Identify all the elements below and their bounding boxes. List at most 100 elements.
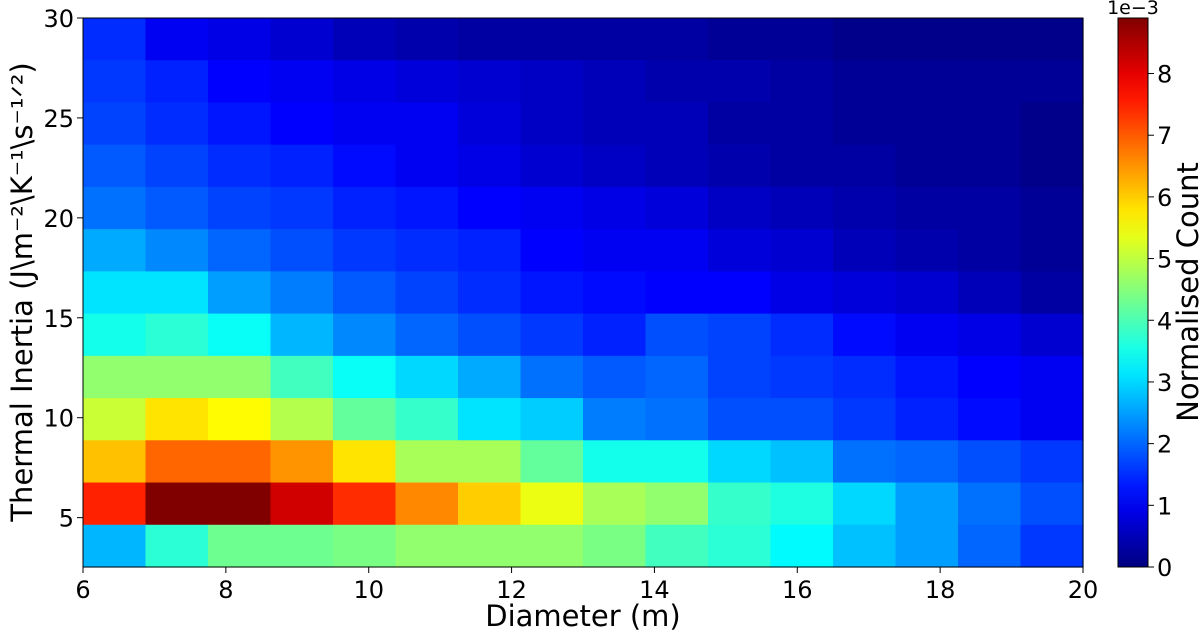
- heatmap-cell: [583, 482, 647, 526]
- heatmap-cell: [895, 355, 959, 399]
- heatmap-cell: [145, 186, 209, 230]
- heatmap-cell: [1020, 482, 1084, 526]
- heatmap-cell: [83, 186, 147, 230]
- y-tick-label: 5: [59, 505, 74, 533]
- heatmap-cell: [583, 398, 647, 441]
- heatmap-cell: [333, 482, 397, 526]
- heatmap-cell: [333, 271, 397, 315]
- heatmap-cell: [333, 102, 397, 146]
- heatmap-cell: [958, 482, 1022, 526]
- heatmap-cell: [83, 398, 147, 441]
- x-tick-label: 18: [925, 576, 956, 604]
- heatmap-cell: [645, 60, 709, 104]
- heatmap-cell: [333, 18, 397, 61]
- heatmap-cell: [520, 186, 584, 230]
- heatmap-cell: [645, 186, 709, 230]
- heatmap-cell: [395, 524, 459, 568]
- heatmap-cell: [333, 60, 397, 104]
- colorbar-tick-label: 0: [1157, 554, 1172, 582]
- heatmap-cell: [895, 102, 959, 146]
- x-tick-label: 6: [75, 576, 90, 604]
- heatmap-cell: [645, 398, 709, 441]
- heatmap-cell: [583, 355, 647, 399]
- heatmap-cell: [1020, 355, 1084, 399]
- heatmap-cell: [520, 524, 584, 568]
- heatmap-cell: [833, 229, 897, 272]
- heatmap-cell: [270, 524, 334, 568]
- heatmap-cell: [645, 229, 709, 272]
- heatmap-cell: [208, 524, 272, 568]
- heatmap-cell: [458, 355, 522, 399]
- heatmap-cell: [83, 440, 147, 484]
- heatmap-cell: [645, 144, 709, 188]
- heatmap-cell: [208, 440, 272, 484]
- heatmap-cell: [958, 440, 1022, 484]
- heatmap-cell: [958, 60, 1022, 104]
- heatmap-cells: [83, 18, 1084, 568]
- heatmap-cell: [520, 440, 584, 484]
- y-tick-label: 20: [43, 205, 74, 233]
- heatmap-cell: [208, 271, 272, 315]
- x-tick-label: 12: [496, 576, 527, 604]
- heatmap-cell: [770, 102, 834, 146]
- heatmap-cell: [145, 271, 209, 315]
- heatmap-cell: [520, 398, 584, 441]
- heatmap-cell: [1020, 440, 1084, 484]
- heatmap-cell: [83, 271, 147, 315]
- heatmap-cell: [333, 144, 397, 188]
- heatmap-cell: [833, 482, 897, 526]
- heatmap-cell: [458, 60, 522, 104]
- heatmap-cell: [395, 482, 459, 526]
- heatmap-cell: [583, 60, 647, 104]
- heatmap-cell: [145, 313, 209, 357]
- heatmap-cell: [770, 355, 834, 399]
- heatmap-cell: [395, 313, 459, 357]
- heatmap-cell: [895, 144, 959, 188]
- heatmap-cell: [145, 398, 209, 441]
- heatmap-cell: [208, 18, 272, 61]
- y-tick-label: 25: [43, 105, 74, 133]
- heatmap-cell: [958, 398, 1022, 441]
- heatmap-cell: [645, 102, 709, 146]
- y-axis-ticks: 5 10 15 20 25 30: [43, 5, 83, 533]
- heatmap-cell: [708, 18, 772, 61]
- heatmap-cell: [208, 398, 272, 441]
- heatmap-cell: [583, 271, 647, 315]
- heatmap-cell: [958, 524, 1022, 568]
- heatmap-cell: [208, 144, 272, 188]
- heatmap-cell: [333, 440, 397, 484]
- heatmap-cell: [770, 524, 834, 568]
- heatmap-cell: [1020, 60, 1084, 104]
- heatmap-cell: [458, 482, 522, 526]
- heatmap-cell: [270, 186, 334, 230]
- heatmap-cell: [833, 313, 897, 357]
- heatmap-cell: [708, 524, 772, 568]
- heatmap-cell: [895, 271, 959, 315]
- heatmap-cell: [458, 398, 522, 441]
- heatmap-cell: [145, 440, 209, 484]
- heatmap-cell: [208, 229, 272, 272]
- heatmap-cell: [333, 398, 397, 441]
- heatmap-cell: [895, 440, 959, 484]
- heatmap-cell: [395, 398, 459, 441]
- heatmap-cell: [395, 102, 459, 146]
- heatmap-cell: [895, 313, 959, 357]
- heatmap-cell: [645, 271, 709, 315]
- heatmap-cell: [833, 398, 897, 441]
- heatmap-cell: [145, 18, 209, 61]
- heatmap-cell: [270, 229, 334, 272]
- heatmap-cell: [895, 60, 959, 104]
- heatmap-cell: [833, 186, 897, 230]
- heatmap-cell: [458, 102, 522, 146]
- heatmap-cell: [833, 271, 897, 315]
- x-axis-label: Diameter (m): [485, 599, 680, 633]
- heatmap-cell: [895, 229, 959, 272]
- heatmap-cell: [208, 102, 272, 146]
- heatmap-cell: [333, 313, 397, 357]
- heatmap-cell: [770, 60, 834, 104]
- heatmap-cell: [270, 482, 334, 526]
- heatmap-cell: [270, 440, 334, 484]
- heatmap-cell: [270, 18, 334, 61]
- heatmap-cell: [1020, 398, 1084, 441]
- heatmap-cell: [270, 102, 334, 146]
